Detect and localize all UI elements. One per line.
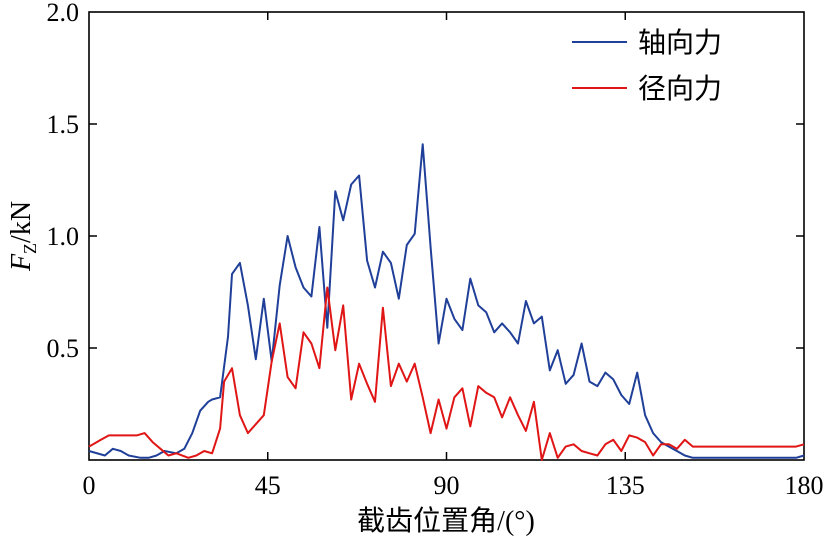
y-tick-label: 1.0 (47, 222, 80, 251)
y-tick-label: 2.0 (47, 0, 80, 27)
x-tick-label: 180 (785, 471, 824, 500)
y-axis-title: FZ/kN (6, 201, 40, 272)
x-tick-label: 45 (255, 471, 281, 500)
series-lines (88, 143, 805, 461)
legend-label-radial: 径向力 (638, 73, 722, 105)
legend: 轴向力 径向力 (572, 27, 722, 105)
y-tick-label: 0.5 (47, 334, 80, 363)
x-tick-label: 135 (606, 471, 645, 500)
series-line-radial (88, 286, 805, 461)
axis-ticks: 0 45 90 135 180 0.5 1.0 1.5 2.0 (47, 0, 824, 500)
x-tick-label: 90 (434, 471, 460, 500)
x-axis-title: 截齿位置角/(°) (357, 505, 535, 537)
y-axis-title-main: F (6, 253, 37, 272)
x-tick-label: 0 (83, 471, 96, 500)
y-axis-title-unit: /kN (6, 201, 37, 243)
legend-label-axial: 轴向力 (638, 27, 722, 59)
y-axis-title-sub: Z (20, 243, 40, 254)
y-tick-label: 1.5 (47, 110, 80, 139)
series-line-axial (88, 143, 805, 459)
